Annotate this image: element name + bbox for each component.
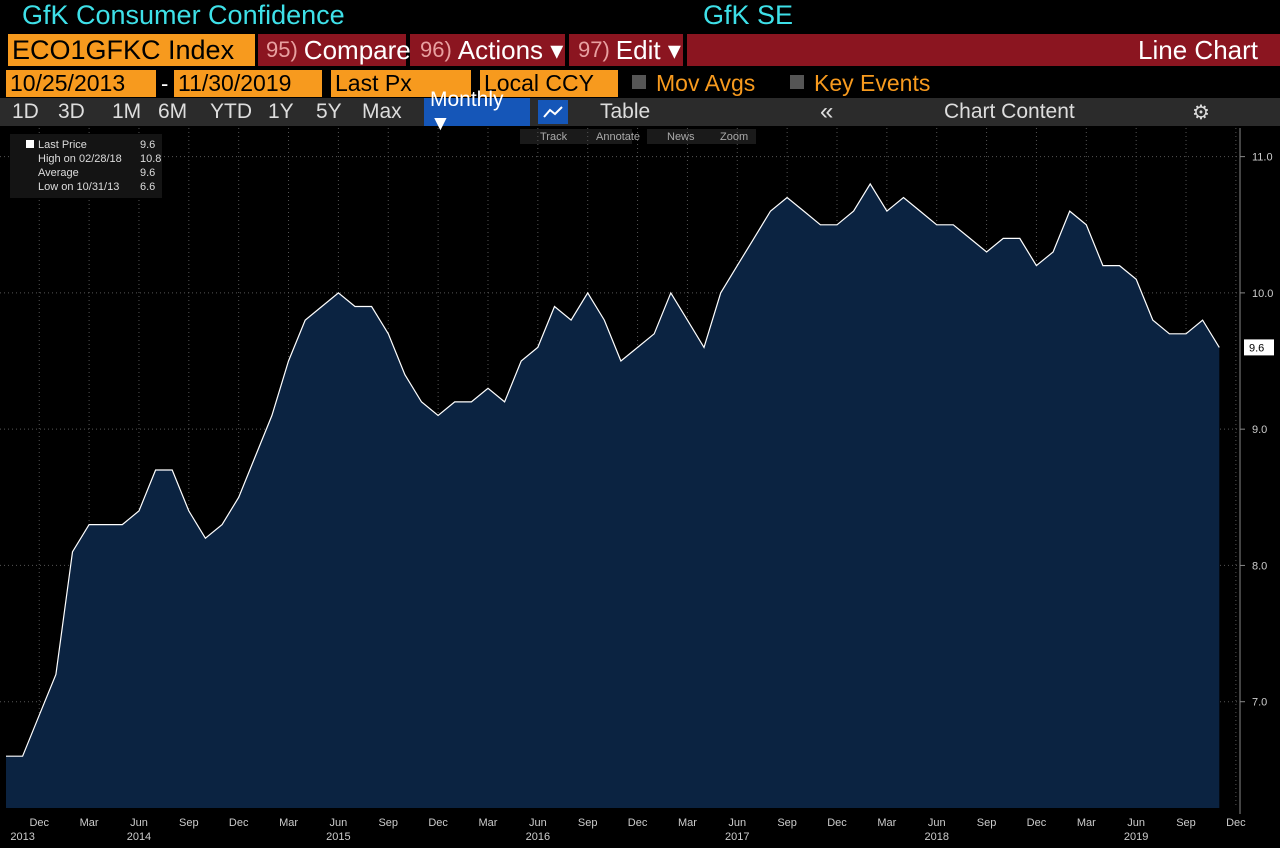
tool-label[interactable]: Track <box>540 131 568 143</box>
x-tick-label: Dec <box>29 817 49 829</box>
x-tick-label: Jun <box>1127 817 1145 829</box>
menu-number: 95) <box>266 37 298 62</box>
x-tick-label: Sep <box>1176 817 1196 829</box>
x-tick-label: Dec <box>229 817 249 829</box>
y-tick-label: 7.0 <box>1252 697 1267 709</box>
actions-button[interactable]: 96) Actions ▾ <box>410 34 565 66</box>
x-tick-label: Jun <box>928 817 946 829</box>
menu-label: Edit ▾ <box>615 34 681 65</box>
chart-content[interactable]: Chart Content <box>944 100 1075 123</box>
legend-box <box>10 134 162 198</box>
stat-label: High on 02/28/18 <box>38 153 122 165</box>
compare-button[interactable]: 95) Compare <box>258 34 411 66</box>
x-tick-label: Dec <box>628 817 648 829</box>
tool-label[interactable]: Zoom <box>720 131 748 143</box>
menu-label: Compare <box>303 34 411 65</box>
area <box>6 183 1220 808</box>
x-tick-label: Mar <box>1077 817 1096 829</box>
range-button[interactable]: YTD <box>210 100 252 123</box>
x-tick-label: Sep <box>977 817 997 829</box>
field-selector[interactable]: Last Px <box>331 70 471 97</box>
x-tick-label: Mar <box>279 817 298 829</box>
range-button[interactable]: 3D <box>58 100 85 123</box>
x-tick-label: Mar <box>678 817 697 829</box>
x-tick-label: Mar <box>877 817 896 829</box>
x-tick-label: Dec <box>827 817 847 829</box>
settings[interactable]: ⚙ <box>1192 101 1210 124</box>
last-value-tag <box>1244 339 1274 356</box>
stat-label: Low on 10/31/13 <box>38 181 119 193</box>
x-tick-label: Jun <box>728 817 746 829</box>
checkbox[interactable] <box>790 75 804 89</box>
x-tick-label: Sep <box>578 817 598 829</box>
range-button[interactable]: Max <box>362 100 402 123</box>
x-tick-label: Jun <box>130 817 148 829</box>
security-title: GfK Consumer Confidence <box>22 0 345 30</box>
tool-label[interactable]: News <box>667 131 695 143</box>
toolbar: 1D 3D 1M 6M YTD 1Y 5Y Max <box>0 98 1280 126</box>
x-year-label: 2017 <box>725 831 749 843</box>
x-tick-label: Jun <box>330 817 348 829</box>
x-year-label: 2013 <box>10 831 34 843</box>
date-separator: - <box>161 71 169 96</box>
end-date[interactable]: 11/30/2019 <box>174 70 322 97</box>
x-tick-label: Mar <box>80 817 99 829</box>
x-tick-label: Sep <box>378 817 398 829</box>
x-tick-label: Dec <box>1226 817 1246 829</box>
x-year-label: 2019 <box>1124 831 1148 843</box>
menu-number: 96) <box>420 37 452 62</box>
collapse-button[interactable]: « <box>820 98 834 125</box>
x-year-label: 2015 <box>326 831 350 843</box>
icon <box>543 106 563 118</box>
range-button[interactable]: 1D <box>12 100 39 123</box>
last-value-label: 9.6 <box>1249 342 1264 354</box>
line <box>6 182 1220 757</box>
ticker-field[interactable]: ECO1GFKC Index <box>8 34 255 66</box>
x-tick-label: Dec <box>428 817 448 829</box>
source: GfK SE <box>703 0 794 30</box>
tool-bg <box>576 129 632 144</box>
menu-number: 97) <box>578 37 610 62</box>
x-year-label: 2018 <box>924 831 948 843</box>
tool-label[interactable]: Annotate <box>596 131 640 143</box>
y-tick-label: 8.0 <box>1252 560 1267 572</box>
x-tick-label: Sep <box>777 817 797 829</box>
edit-button[interactable]: 97) Edit ▾ <box>569 34 683 66</box>
y-tick-label: 11.0 <box>1252 152 1273 164</box>
y-tick-label: 9.0 <box>1252 424 1267 436</box>
x-year-label: 2014 <box>127 831 151 843</box>
table-button[interactable]: Table <box>600 100 651 123</box>
tool-bg <box>647 129 703 144</box>
line-icon[interactable] <box>538 100 568 124</box>
mov-avgs[interactable]: Mov Avgs <box>656 70 756 96</box>
key-events[interactable]: Key Events <box>814 70 931 96</box>
view-selector[interactable]: Line Chart <box>687 34 1280 66</box>
tool-bg <box>520 129 576 144</box>
stat-value: 6.6 <box>140 181 155 193</box>
x-tick-label: Jun <box>529 817 547 829</box>
frequency-selector[interactable]: Monthly ▼ <box>424 88 530 135</box>
legend-name: Last Price <box>38 139 87 151</box>
checkbox[interactable] <box>632 75 646 89</box>
legend-swatch <box>26 140 34 148</box>
range-button[interactable]: 1M <box>112 100 142 123</box>
y-tick-label: 10.0 <box>1252 288 1273 300</box>
x-tick-label: Sep <box>179 817 199 829</box>
menu-label: Actions ▾ <box>457 34 564 65</box>
x-tick-label: Dec <box>1027 817 1047 829</box>
range-button[interactable]: 5Y <box>316 100 342 123</box>
stat-value: 10.8 <box>140 153 161 165</box>
x-year-label: 2016 <box>526 831 550 843</box>
range-button[interactable]: 6M <box>158 100 188 123</box>
tool-bg <box>700 129 756 144</box>
legend-value: 9.6 <box>140 139 155 151</box>
stat-value: 9.6 <box>140 167 155 179</box>
currency-selector[interactable]: Local CCY <box>480 70 618 97</box>
stat-label: Average <box>38 167 79 179</box>
x-tick-label: Mar <box>479 817 498 829</box>
range-button[interactable]: 1Y <box>268 100 294 123</box>
start-date[interactable]: 10/25/2013 <box>6 70 156 97</box>
